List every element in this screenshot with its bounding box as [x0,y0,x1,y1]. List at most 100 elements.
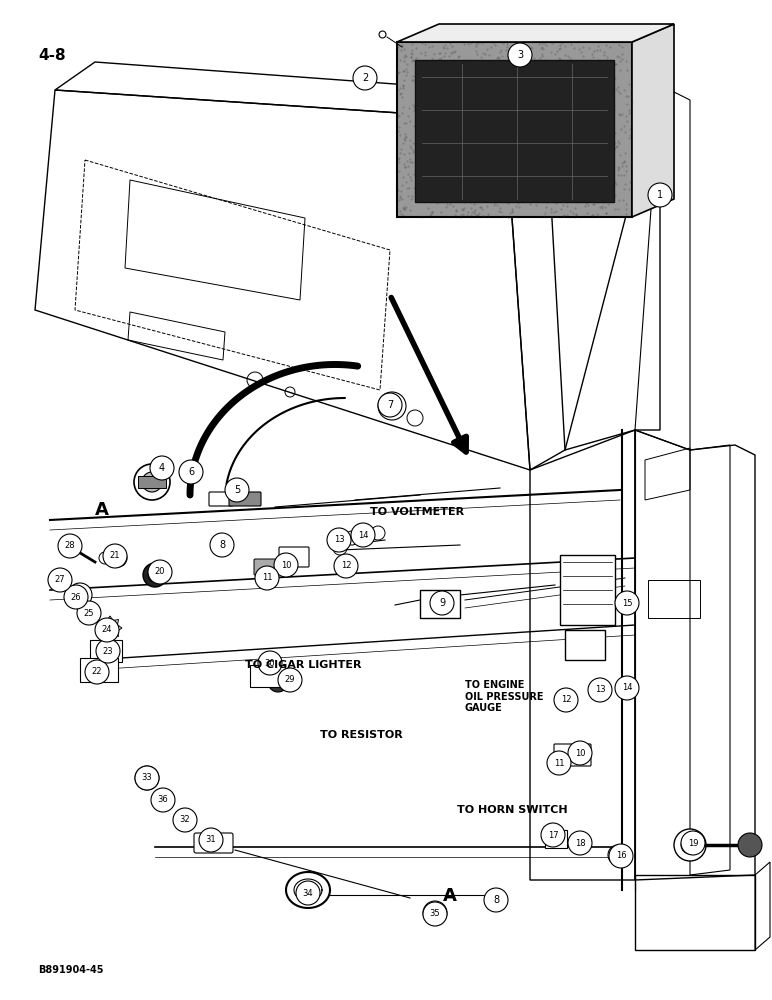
Circle shape [608,845,628,865]
Circle shape [407,410,423,426]
Circle shape [68,583,92,607]
Text: 1: 1 [657,190,663,200]
FancyBboxPatch shape [554,744,591,766]
Circle shape [591,683,605,697]
Circle shape [95,618,119,642]
Circle shape [142,472,162,492]
Text: 2: 2 [362,73,368,83]
Circle shape [559,693,573,707]
Circle shape [173,808,197,832]
Circle shape [58,534,82,558]
Polygon shape [397,42,632,217]
Circle shape [210,533,234,557]
Circle shape [648,183,672,207]
Text: 28: 28 [65,542,76,550]
Circle shape [150,456,174,480]
Text: 17: 17 [547,830,558,840]
Text: 10: 10 [281,560,291,570]
Text: 14: 14 [621,684,632,692]
Circle shape [484,888,508,912]
Circle shape [103,544,127,568]
FancyBboxPatch shape [80,658,118,682]
Text: 19: 19 [688,838,698,848]
Text: 10: 10 [574,748,585,758]
Text: 8: 8 [219,540,225,550]
Text: 12: 12 [340,562,351,570]
Circle shape [64,585,88,609]
Text: 25: 25 [83,608,94,617]
Circle shape [508,43,532,67]
Text: TO ENGINE
OIL PRESSURE
GAUGE: TO ENGINE OIL PRESSURE GAUGE [465,680,543,713]
Text: 7: 7 [387,400,393,410]
Text: 36: 36 [157,796,168,804]
FancyBboxPatch shape [560,555,615,625]
Circle shape [674,829,706,861]
Text: 18: 18 [574,838,585,848]
Circle shape [423,901,447,925]
Circle shape [681,836,699,854]
Circle shape [371,526,385,540]
Text: 13: 13 [594,686,605,694]
Text: 13: 13 [334,536,344,544]
Circle shape [199,828,223,852]
Circle shape [554,688,578,712]
Text: 30: 30 [265,658,276,668]
Circle shape [96,639,120,663]
Circle shape [225,478,249,502]
Circle shape [296,881,320,905]
Circle shape [135,766,159,790]
Circle shape [109,549,127,567]
Text: 16: 16 [616,852,626,860]
Text: 21: 21 [110,552,120,560]
Text: TO CIGAR LIGHTER: TO CIGAR LIGHTER [245,660,361,670]
Circle shape [681,831,705,855]
Circle shape [618,681,632,695]
Text: 22: 22 [92,668,102,676]
Circle shape [135,766,159,790]
Circle shape [268,672,288,692]
Circle shape [134,464,170,500]
Circle shape [148,560,172,584]
Circle shape [278,668,302,692]
Circle shape [54,572,70,588]
Circle shape [85,660,109,684]
FancyBboxPatch shape [90,640,122,662]
FancyBboxPatch shape [254,559,276,575]
Text: 35: 35 [430,910,440,918]
Circle shape [430,591,454,615]
Text: 11: 11 [554,758,564,768]
Text: 23: 23 [103,647,113,656]
FancyBboxPatch shape [194,833,233,853]
Polygon shape [632,24,674,217]
Circle shape [77,601,101,625]
Text: 29: 29 [285,676,295,684]
Circle shape [334,554,358,578]
Text: 12: 12 [560,696,571,704]
Circle shape [345,531,359,545]
Text: 34: 34 [303,888,313,898]
FancyBboxPatch shape [138,476,166,488]
Text: TO VOLTMETER: TO VOLTMETER [370,507,464,517]
Text: 4: 4 [159,463,165,473]
FancyBboxPatch shape [229,492,261,506]
Text: 27: 27 [55,576,66,584]
Circle shape [179,460,203,484]
Text: 26: 26 [71,592,81,601]
FancyBboxPatch shape [420,590,460,618]
Circle shape [148,568,162,582]
Circle shape [48,568,72,592]
Text: TO HORN SWITCH: TO HORN SWITCH [457,805,567,815]
FancyBboxPatch shape [209,492,233,506]
Text: 4-8: 4-8 [38,48,66,63]
Polygon shape [397,24,674,42]
Circle shape [568,741,592,765]
Circle shape [378,393,402,417]
Text: 31: 31 [205,836,216,844]
Circle shape [351,523,375,547]
Circle shape [258,651,282,675]
Text: 9: 9 [439,598,445,608]
Circle shape [609,844,633,868]
Circle shape [255,566,279,590]
Text: 5: 5 [234,485,240,495]
Circle shape [143,563,167,587]
